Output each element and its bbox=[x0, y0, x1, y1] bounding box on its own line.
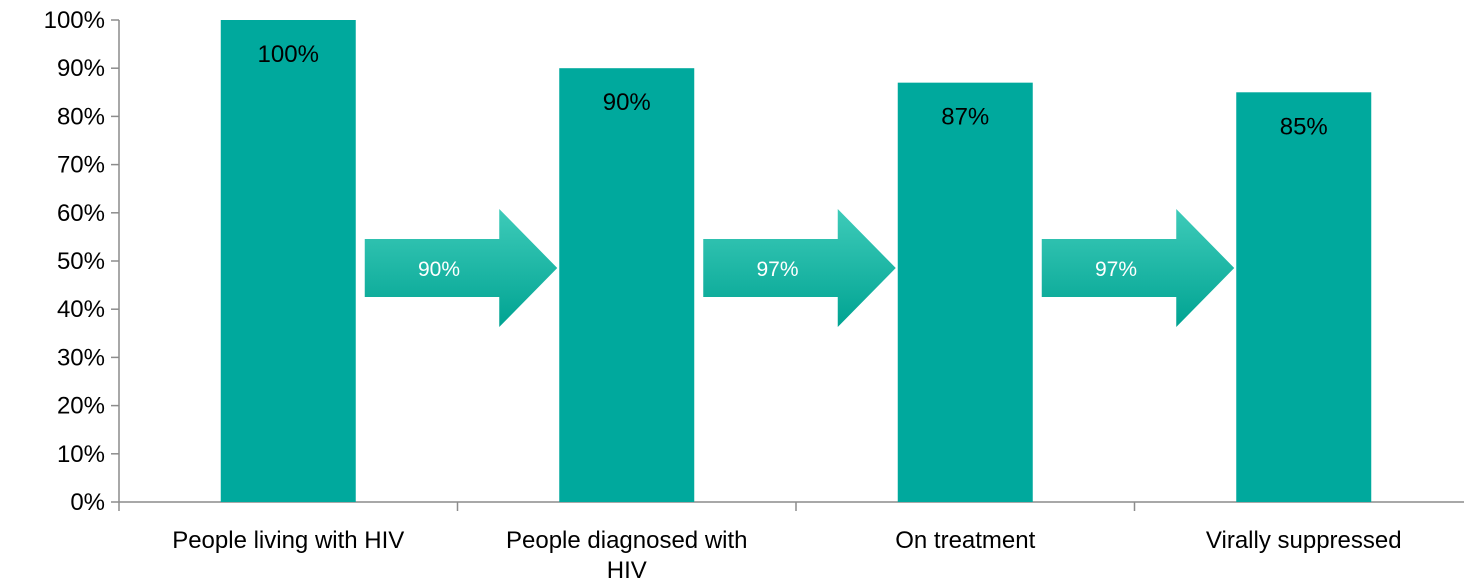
x-category-label: Virally suppressed bbox=[1206, 527, 1402, 554]
y-tick-label: 100% bbox=[44, 7, 105, 34]
y-tick-label: 70% bbox=[57, 152, 105, 179]
bar bbox=[559, 68, 695, 502]
y-tick-label: 20% bbox=[57, 393, 105, 420]
y-tick-label: 10% bbox=[57, 441, 105, 468]
bar-value-label: 85% bbox=[1280, 113, 1328, 140]
axes: 0% 10% 20% 30% 40% 50% 60% 70% 80% 90% 100% bbox=[44, 7, 1464, 516]
bar bbox=[220, 20, 356, 502]
bar-value-label: 90% bbox=[603, 89, 651, 116]
labels: 100% People living with HIV 90% People diag… bbox=[172, 41, 1401, 584]
transition-arrow-label: 97% bbox=[1095, 258, 1137, 281]
bar-value-label: 100% bbox=[258, 41, 319, 68]
transition-arrow-label: 90% bbox=[418, 258, 460, 281]
y-tick-label: 40% bbox=[57, 296, 105, 323]
bar bbox=[1236, 92, 1372, 503]
y-tick-label: 90% bbox=[57, 55, 105, 82]
bars bbox=[220, 20, 1372, 503]
y-tick-label: 30% bbox=[57, 344, 105, 371]
transition-arrow bbox=[1041, 209, 1235, 327]
transition-arrow-label: 97% bbox=[756, 258, 798, 281]
y-tick-label: 60% bbox=[57, 200, 105, 227]
y-tick-label: 50% bbox=[57, 248, 105, 275]
transition-arrow bbox=[703, 209, 896, 327]
transition-arrow bbox=[364, 209, 558, 327]
x-category-label: People living with HIV bbox=[172, 527, 404, 554]
transition-arrows: 90% 97% 97% bbox=[364, 209, 1235, 327]
y-tick-label: 80% bbox=[57, 103, 105, 130]
x-category-label: On treatment bbox=[895, 527, 1035, 554]
bar-value-label: 87% bbox=[941, 104, 989, 131]
y-tick-label: 0% bbox=[70, 489, 105, 516]
bar bbox=[897, 82, 1033, 502]
x-category-label: HIV bbox=[607, 557, 647, 584]
x-category-label: People diagnosed with bbox=[506, 527, 748, 554]
